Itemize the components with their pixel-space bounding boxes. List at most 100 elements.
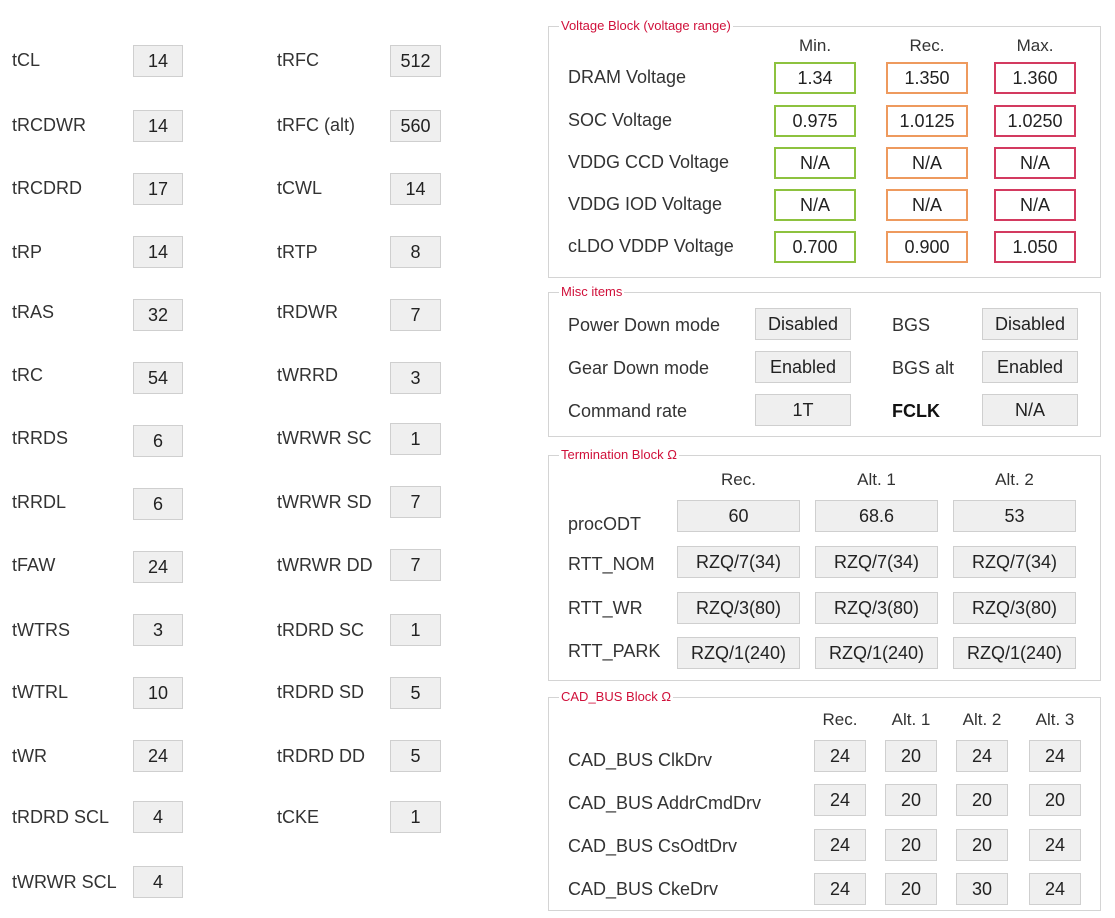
- timing-value-field[interactable]: 54: [133, 362, 183, 394]
- timing-label: tWR: [12, 746, 47, 766]
- timing-value-field[interactable]: 560: [390, 110, 441, 142]
- cadbus-block-title: CAD_BUS Block Ω: [559, 689, 674, 704]
- voltage-min-field[interactable]: N/A: [774, 189, 856, 221]
- timing-value-field[interactable]: 8: [390, 236, 441, 268]
- timing-value-field[interactable]: 7: [390, 299, 441, 331]
- rtt-park-rec-field[interactable]: RZQ/1(240): [677, 637, 800, 669]
- timing-value-field[interactable]: 10: [133, 677, 183, 709]
- timing-label: tRTP: [277, 242, 318, 262]
- termination-row-label: RTT_WR: [568, 598, 643, 618]
- timing-label: tRFC (alt): [277, 115, 355, 135]
- rtt-nom-rec-field[interactable]: RZQ/7(34): [677, 546, 800, 578]
- voltage-max-field[interactable]: 1.050: [994, 231, 1076, 263]
- voltage-rec-field[interactable]: 1.350: [886, 62, 968, 94]
- proc-odt-alt1-field[interactable]: 68.6: [815, 500, 938, 532]
- timing-value-field[interactable]: 5: [390, 677, 441, 709]
- rtt-park-alt2-field[interactable]: RZQ/1(240): [953, 637, 1076, 669]
- timing-value-field[interactable]: 1: [390, 423, 441, 455]
- gear-down-mode-field[interactable]: Enabled: [755, 351, 851, 383]
- voltage-max-field[interactable]: N/A: [994, 147, 1076, 179]
- timing-label: tCWL: [277, 178, 322, 198]
- bgs-field[interactable]: Disabled: [982, 308, 1078, 340]
- timing-value-field[interactable]: 1: [390, 614, 441, 646]
- ckedrv-alt2-field[interactable]: 30: [956, 873, 1008, 905]
- command-rate-field[interactable]: 1T: [755, 394, 851, 426]
- voltage-max-field[interactable]: 1.360: [994, 62, 1076, 94]
- timing-label: tWTRS: [12, 620, 70, 640]
- voltage-min-field[interactable]: 0.975: [774, 105, 856, 137]
- rtt-wr-rec-field[interactable]: RZQ/3(80): [677, 592, 800, 624]
- voltage-block-title: Voltage Block (voltage range): [559, 18, 733, 33]
- rtt-nom-alt1-field[interactable]: RZQ/7(34): [815, 546, 938, 578]
- csodtdrv-alt2-field[interactable]: 20: [956, 829, 1008, 861]
- addrcmddrv-rec-field[interactable]: 24: [814, 784, 866, 816]
- timing-value-field[interactable]: 4: [133, 866, 183, 898]
- timing-label: tRC: [12, 365, 43, 385]
- timing-label: tRP: [12, 242, 43, 262]
- timing-label: tWRWR SD: [277, 492, 372, 512]
- voltage-row-label: DRAM Voltage: [568, 67, 687, 87]
- timing-value-field[interactable]: 6: [133, 488, 183, 520]
- timing-value-field[interactable]: 24: [133, 551, 183, 583]
- voltage-row-label: VDDG CCD Voltage: [568, 152, 730, 172]
- clkdrv-alt2-field[interactable]: 24: [956, 740, 1008, 772]
- voltage-rec-field[interactable]: N/A: [886, 189, 968, 221]
- voltage-rec-field[interactable]: N/A: [886, 147, 968, 179]
- voltage-min-field[interactable]: 1.34: [774, 62, 856, 94]
- timing-value-field[interactable]: 3: [390, 362, 441, 394]
- timing-value-field[interactable]: 7: [390, 549, 441, 581]
- voltage-header-min: Min.: [798, 36, 832, 55]
- rtt-wr-alt2-field[interactable]: RZQ/3(80): [953, 592, 1076, 624]
- addrcmddrv-alt2-field[interactable]: 20: [956, 784, 1008, 816]
- timing-value-field[interactable]: 14: [390, 173, 441, 205]
- timing-value-field[interactable]: 24: [133, 740, 183, 772]
- fclk-field[interactable]: N/A: [982, 394, 1078, 426]
- timing-label: tRDRD DD: [277, 746, 365, 766]
- addrcmddrv-alt1-field[interactable]: 20: [885, 784, 937, 816]
- timing-value-field[interactable]: 6: [133, 425, 183, 457]
- bgs-alt-field[interactable]: Enabled: [982, 351, 1078, 383]
- ckedrv-rec-field[interactable]: 24: [814, 873, 866, 905]
- rtt-park-alt1-field[interactable]: RZQ/1(240): [815, 637, 938, 669]
- clkdrv-alt3-field[interactable]: 24: [1029, 740, 1081, 772]
- timing-value-field[interactable]: 7: [390, 486, 441, 518]
- timing-value-field[interactable]: 5: [390, 740, 441, 772]
- cadbus-header-alt1: Alt. 1: [891, 710, 931, 729]
- voltage-max-field[interactable]: 1.0250: [994, 105, 1076, 137]
- termination-row-label: RTT_PARK: [568, 641, 661, 661]
- timing-value-field[interactable]: 3: [133, 614, 183, 646]
- csodtdrv-alt3-field[interactable]: 24: [1029, 829, 1081, 861]
- clkdrv-alt1-field[interactable]: 20: [885, 740, 937, 772]
- voltage-rec-field[interactable]: 1.0125: [886, 105, 968, 137]
- voltage-min-field[interactable]: 0.700: [774, 231, 856, 263]
- misc-label: Command rate: [568, 401, 688, 421]
- timing-label: tRDWR: [277, 302, 338, 322]
- timing-value-field[interactable]: 14: [133, 236, 183, 268]
- csodtdrv-alt1-field[interactable]: 20: [885, 829, 937, 861]
- rtt-nom-alt2-field[interactable]: RZQ/7(34): [953, 546, 1076, 578]
- power-down-mode-field[interactable]: Disabled: [755, 308, 851, 340]
- rtt-wr-alt1-field[interactable]: RZQ/3(80): [815, 592, 938, 624]
- timing-value-field[interactable]: 14: [133, 110, 183, 142]
- ckedrv-alt1-field[interactable]: 20: [885, 873, 937, 905]
- voltage-rec-field[interactable]: 0.900: [886, 231, 968, 263]
- voltage-block: Voltage Block (voltage range) Min. Rec. …: [548, 18, 1101, 278]
- clkdrv-rec-field[interactable]: 24: [814, 740, 866, 772]
- timing-value-field[interactable]: 14: [133, 45, 183, 77]
- timing-value-field[interactable]: 17: [133, 173, 183, 205]
- ckedrv-alt3-field[interactable]: 24: [1029, 873, 1081, 905]
- timing-value-field[interactable]: 512: [390, 45, 441, 77]
- timing-label: tRFC: [277, 50, 319, 70]
- cadbus-row-label: CAD_BUS AddrCmdDrv: [568, 793, 762, 813]
- cadbus-block: CAD_BUS Block Ω Rec. Alt. 1 Alt. 2 Alt. …: [548, 689, 1101, 911]
- voltage-min-field[interactable]: N/A: [774, 147, 856, 179]
- timing-label: tRAS: [12, 302, 55, 322]
- timing-value-field[interactable]: 1: [390, 801, 441, 833]
- proc-odt-alt2-field[interactable]: 53: [953, 500, 1076, 532]
- voltage-max-field[interactable]: N/A: [994, 189, 1076, 221]
- timing-value-field[interactable]: 32: [133, 299, 183, 331]
- addrcmddrv-alt3-field[interactable]: 20: [1029, 784, 1081, 816]
- csodtdrv-rec-field[interactable]: 24: [814, 829, 866, 861]
- timing-value-field[interactable]: 4: [133, 801, 183, 833]
- proc-odt-rec-field[interactable]: 60: [677, 500, 800, 532]
